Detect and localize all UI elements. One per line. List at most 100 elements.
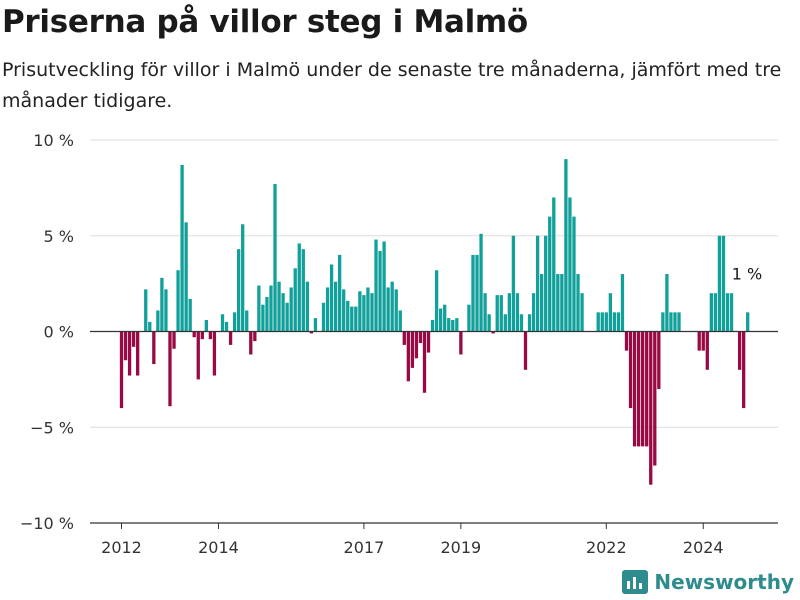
data-bar [127, 331, 132, 376]
data-bar [564, 159, 568, 332]
data-bar [333, 281, 338, 332]
data-bar [531, 293, 536, 332]
data-bar [245, 310, 249, 332]
data-bar [212, 331, 217, 376]
x-tick-label: 2022 [586, 538, 627, 557]
data-bar [495, 295, 499, 332]
data-bar [556, 274, 560, 332]
data-bar [451, 320, 455, 332]
data-bar [237, 249, 241, 332]
data-bar [467, 304, 471, 332]
data-bar [144, 289, 148, 332]
x-tick-label: 2014 [198, 538, 239, 557]
data-bar [641, 331, 645, 447]
data-bar [257, 285, 261, 332]
data-bar [511, 235, 516, 332]
data-bar [544, 235, 548, 332]
data-bar [447, 318, 451, 332]
data-bar [677, 312, 681, 332]
data-bar [180, 164, 184, 332]
data-bar [176, 270, 180, 332]
data-bar [269, 285, 273, 332]
data-bar [241, 224, 245, 332]
data-bar [192, 331, 196, 338]
data-bar [487, 314, 491, 332]
data-bar [342, 289, 346, 332]
data-bar [301, 249, 305, 332]
data-bar [261, 304, 265, 332]
data-bar [645, 331, 649, 447]
data-bar [616, 312, 621, 332]
data-bar [548, 216, 552, 332]
data-bar [665, 274, 669, 332]
chart-subtitle: Prisutveckling för villor i Malmö under … [2, 59, 782, 112]
data-bar [455, 318, 459, 332]
data-bar [713, 293, 718, 332]
data-bar [289, 287, 293, 332]
data-bar [184, 222, 188, 332]
data-bar [378, 251, 382, 332]
data-bar [515, 293, 520, 332]
data-bar [483, 293, 487, 332]
data-bar [632, 331, 637, 447]
data-bar [321, 302, 326, 332]
y-tick-label: 10 % [33, 131, 74, 150]
data-bar [443, 304, 447, 332]
data-bar [596, 312, 600, 332]
data-bar [297, 243, 301, 332]
data-bar [527, 314, 532, 332]
data-bar [701, 331, 705, 351]
data-bar [657, 331, 661, 389]
last-value-label: 1 % [732, 264, 762, 283]
data-bar [152, 331, 156, 365]
data-bar [746, 312, 750, 332]
data-bar [131, 331, 136, 347]
data-bar [338, 254, 342, 332]
data-bar [285, 302, 289, 332]
data-bar [669, 312, 673, 332]
data-bar [697, 331, 701, 351]
data-bar [224, 321, 229, 332]
data-bar [540, 274, 544, 332]
data-bar [560, 274, 564, 332]
data-bar [535, 235, 540, 332]
data-bar [721, 235, 726, 332]
data-bar [119, 331, 124, 409]
data-bar [402, 331, 406, 345]
data-bar [277, 281, 281, 332]
data-bar [503, 314, 507, 332]
data-bar [414, 331, 419, 359]
data-bar [568, 197, 572, 332]
data-bar [430, 320, 435, 332]
data-bar [620, 274, 625, 332]
data-bar [329, 264, 334, 332]
data-bar [168, 331, 172, 407]
data-bar [612, 312, 617, 332]
x-tick-label: 2019 [441, 538, 482, 557]
data-bar [434, 270, 439, 332]
data-bar [293, 268, 297, 332]
data-bar [742, 331, 746, 409]
data-bar [552, 197, 556, 332]
data-bar [232, 312, 237, 332]
data-bar [439, 308, 443, 332]
data-bar [374, 239, 378, 332]
bar-chart-logo-icon [622, 570, 649, 594]
data-bar [253, 331, 257, 342]
data-bar [382, 241, 386, 332]
data-bar [354, 306, 358, 332]
x-tick-label: 2024 [683, 538, 724, 557]
data-bar [523, 331, 528, 370]
y-tick-label: 5 % [44, 227, 74, 246]
data-bar [426, 331, 431, 353]
data-bar [608, 293, 612, 332]
data-bar [406, 331, 410, 382]
data-bar [281, 293, 285, 332]
data-bar [370, 293, 374, 332]
y-tick-label: −10 % [20, 514, 74, 533]
data-bar [325, 287, 330, 332]
data-bar [661, 312, 665, 332]
data-bar [572, 216, 576, 332]
data-bar [653, 331, 657, 466]
